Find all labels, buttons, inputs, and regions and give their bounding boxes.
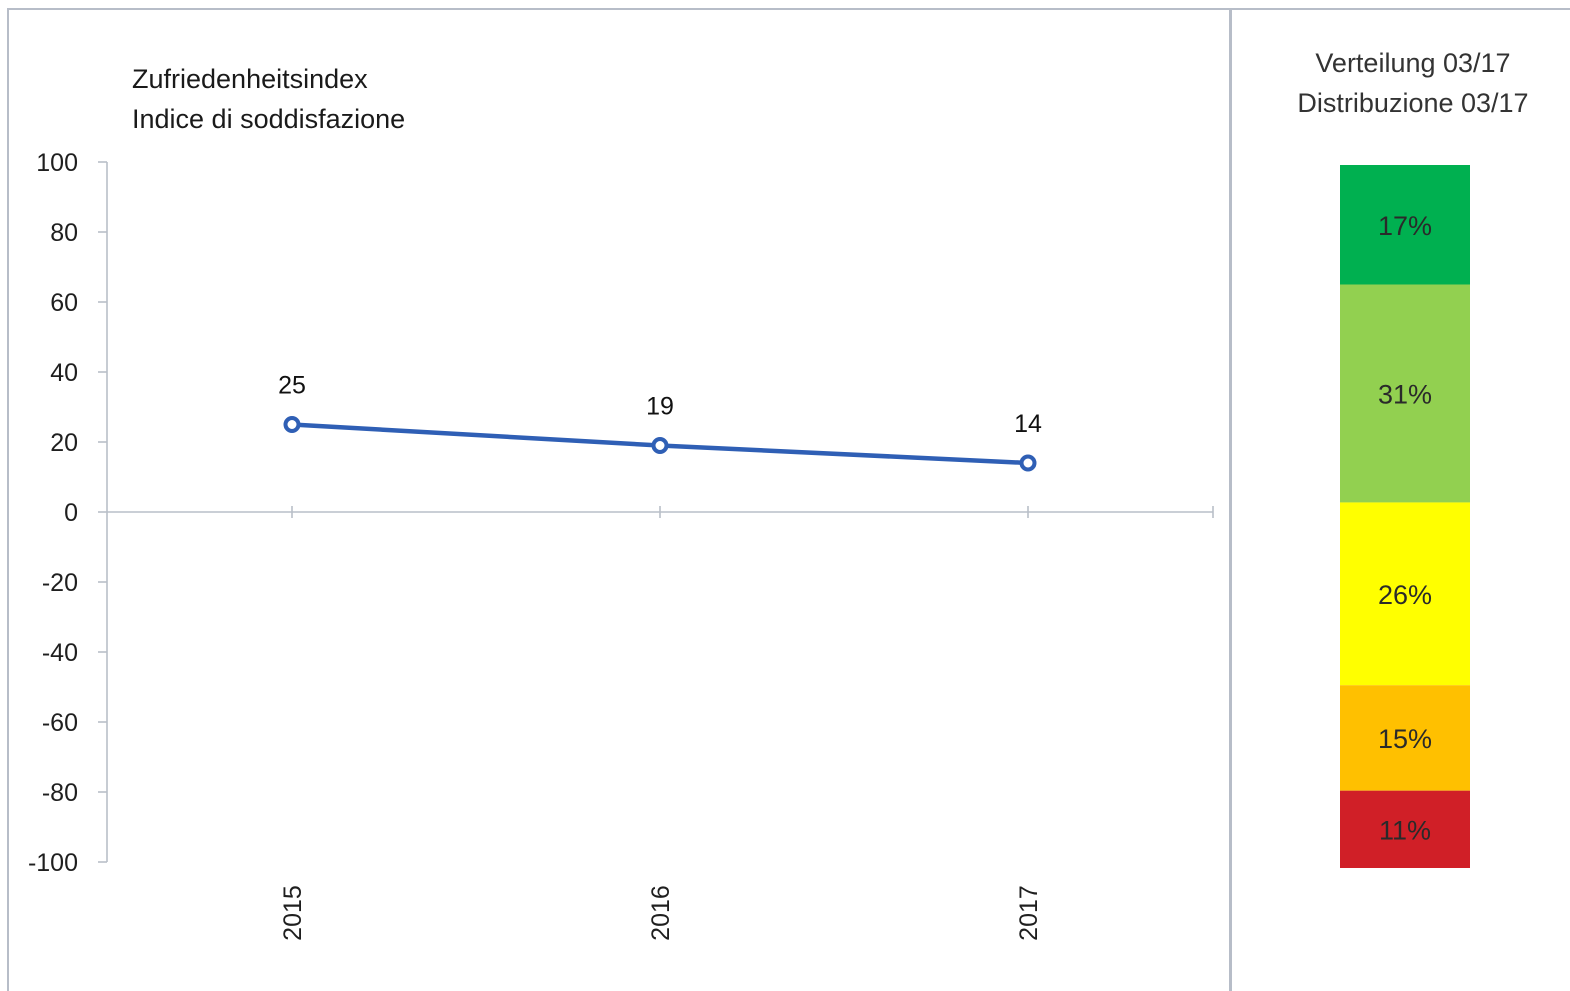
y-tick-label: 40 xyxy=(50,359,78,387)
distribution-segment-label: 15% xyxy=(1378,724,1432,754)
distribution-stacked-bar: 17% 31% 26% 15% 11% xyxy=(1340,165,1470,868)
distribution-segment xyxy=(1340,685,1470,791)
data-label: 14 xyxy=(1014,410,1042,438)
distribution-segment xyxy=(1340,165,1470,285)
y-tick-label: 80 xyxy=(50,219,78,247)
panel-frames xyxy=(7,8,1570,991)
distribution-panel xyxy=(1230,8,1570,991)
y-tick-label: -80 xyxy=(42,779,78,807)
distribution-segment-label: 17% xyxy=(1378,211,1432,241)
line-chart-title-1: Zufriedenheitsindex xyxy=(132,64,368,94)
distribution-segment xyxy=(1340,284,1470,503)
data-point xyxy=(283,416,301,433)
y-axis-ticks: 100 80 60 40 20 0 -20 -40 -60 -80 -100 xyxy=(28,149,107,877)
line-series xyxy=(283,416,1037,472)
y-tick-label: 60 xyxy=(50,289,78,317)
y-tick-label: -100 xyxy=(28,849,78,877)
line-chart-panel xyxy=(7,8,1231,991)
distribution-segment-label: 11% xyxy=(1379,815,1431,845)
x-tick-label: 2015 xyxy=(279,885,307,941)
y-tick-label: 20 xyxy=(50,429,78,457)
y-tick-label: 0 xyxy=(64,499,78,527)
distribution-segment xyxy=(1340,502,1470,686)
line-chart-title-2: Indice di soddisfazione xyxy=(132,104,405,134)
data-labels: 25 19 14 xyxy=(278,372,1042,439)
x-axis-ticks: 2015 2016 2017 xyxy=(279,506,1214,941)
y-tick-label: -20 xyxy=(42,569,78,597)
data-point xyxy=(651,437,669,454)
y-tick-label: 100 xyxy=(36,149,78,177)
distribution-title-2: Distribuzione 03/17 xyxy=(1297,88,1528,118)
distribution-segment xyxy=(1340,790,1470,868)
data-point xyxy=(1019,454,1037,472)
x-tick-label: 2016 xyxy=(647,885,675,941)
distribution-segment-label: 31% xyxy=(1378,379,1432,409)
x-tick-label: 2017 xyxy=(1015,885,1043,941)
y-tick-label: -40 xyxy=(42,639,78,667)
data-label: 19 xyxy=(646,393,674,421)
data-label: 25 xyxy=(278,372,306,400)
distribution-title-1: Verteilung 03/17 xyxy=(1315,48,1510,78)
distribution-segment-label: 26% xyxy=(1378,580,1432,610)
y-tick-label: -60 xyxy=(42,709,78,737)
